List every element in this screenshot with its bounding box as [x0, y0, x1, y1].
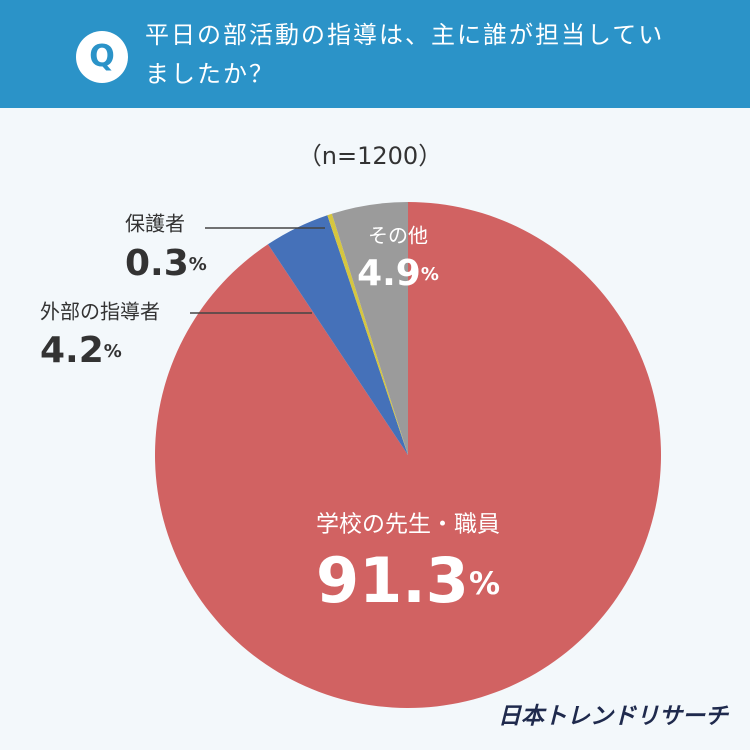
- pie-slice: [331, 202, 408, 455]
- value-label: 0.3%: [125, 243, 207, 284]
- subtitle: （n=1200）: [298, 142, 442, 170]
- q-badge: Q: [76, 31, 128, 83]
- header: Q 平日の部活動の指導は、主に誰が担当していましたか？: [0, 0, 750, 108]
- value-label: 4.9%: [357, 253, 439, 294]
- value-label: 4.2%: [40, 330, 122, 371]
- pie-slice: [327, 213, 408, 455]
- value-label: 91.3%: [316, 544, 500, 617]
- chart-title: 平日の部活動の指導は、主に誰が担当していましたか？: [145, 21, 665, 88]
- pie-slice: [267, 215, 408, 455]
- slice-label: 学校の先生・職員: [316, 512, 500, 538]
- slice-label: 保護者: [125, 212, 185, 236]
- slice-label: その他: [368, 224, 428, 248]
- slice-label: 外部の指導者: [40, 300, 160, 324]
- source: 日本トレンドリサーチ: [498, 704, 730, 730]
